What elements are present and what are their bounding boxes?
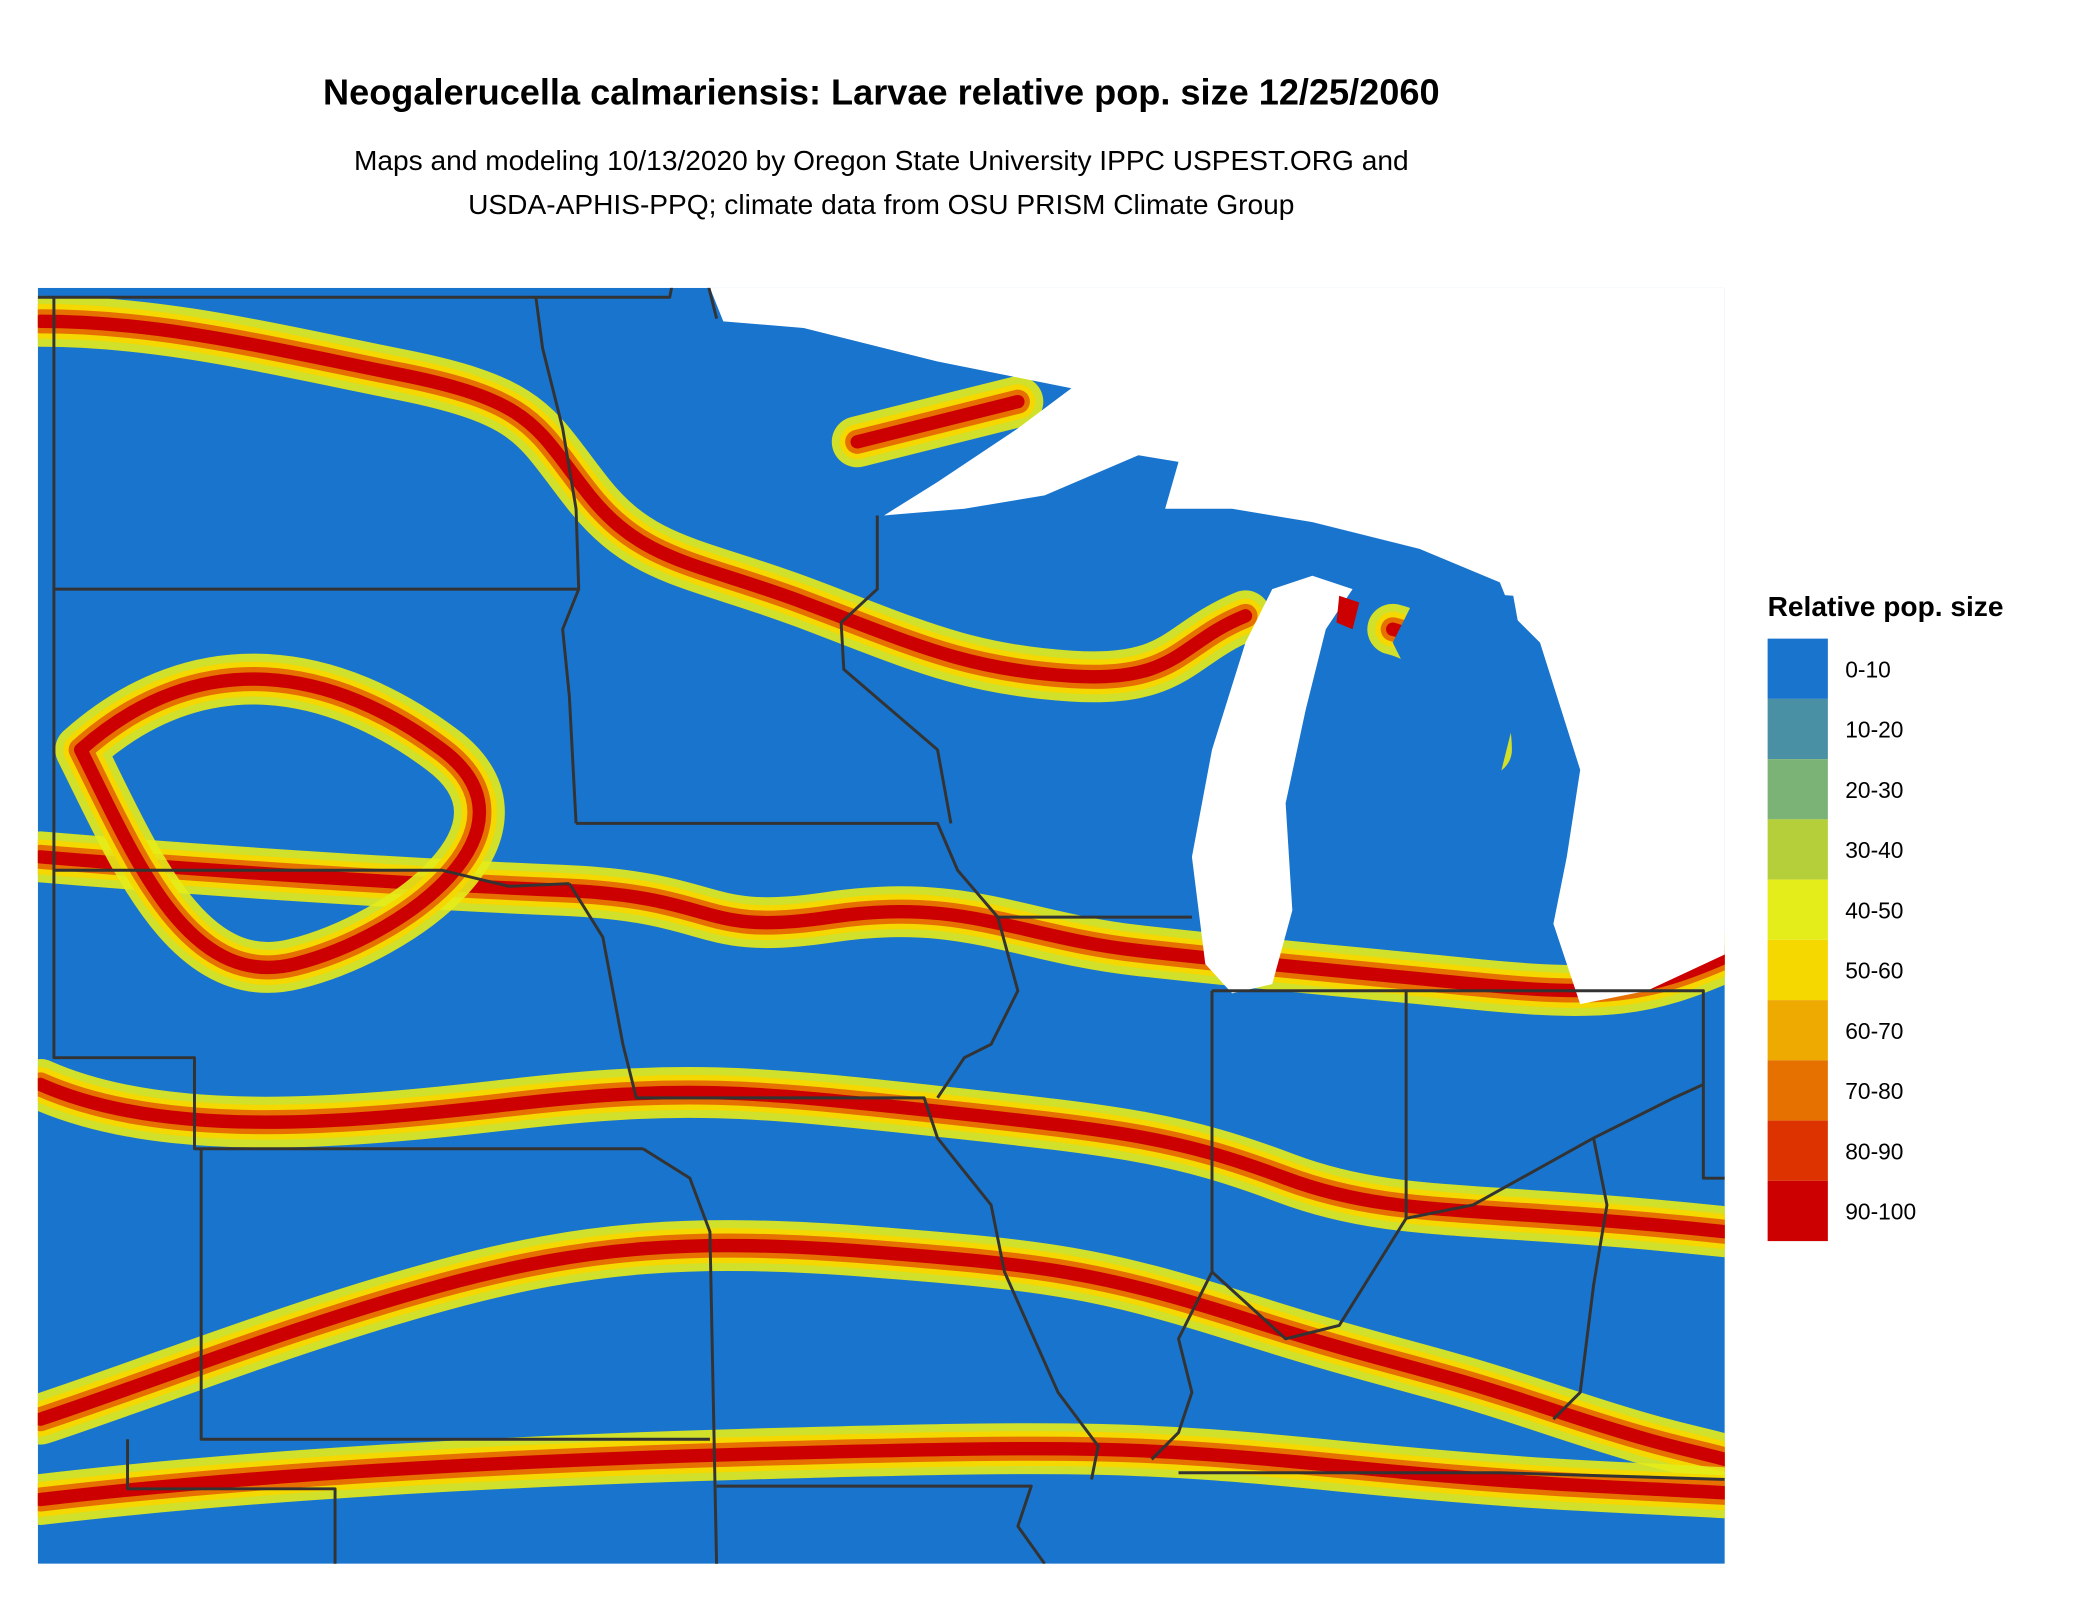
- subtitle: Maps and modeling 10/13/2020 by Oregon S…: [354, 145, 1409, 176]
- legend: 0-10 10-20 20-30 30-40 40-50 50-60 60-70 70-80 8…: [1767, 638, 1916, 1242]
- legend-label: 40-50: [1845, 897, 1903, 923]
- legend-label: 90-100: [1845, 1199, 1916, 1225]
- legend-swatch: [1767, 819, 1828, 880]
- legend-swatch: [1767, 1000, 1828, 1061]
- state-borders: [37, 287, 1725, 1564]
- legend-swatch: [1767, 939, 1828, 1001]
- map: [37, 287, 1725, 1564]
- band: [37, 1077, 1725, 1239]
- legend-swatch: [1767, 698, 1828, 760]
- legend-swatch: [1767, 1120, 1828, 1181]
- legend-swatch: [1767, 1060, 1828, 1121]
- legend-label: 60-70: [1845, 1018, 1903, 1044]
- band: [73, 672, 487, 975]
- legend-label: 0-10: [1845, 656, 1891, 682]
- title: Neogalerucella calmariensis: Larvae rela…: [323, 71, 1439, 112]
- legend-label: 20-30: [1845, 777, 1903, 803]
- legend-swatch: [1767, 759, 1828, 820]
- legend-label: 70-80: [1845, 1078, 1903, 1104]
- band: [37, 1441, 1725, 1507]
- band: [850, 394, 1025, 449]
- band: [37, 1238, 1725, 1467]
- legend-label: 30-40: [1845, 837, 1903, 863]
- island: [1336, 595, 1360, 630]
- legend-label: 50-60: [1845, 958, 1903, 984]
- legend-swatch: [1767, 879, 1828, 940]
- band: [37, 314, 1253, 684]
- population-bands: [37, 295, 1725, 1525]
- legend-label: 10-20: [1845, 717, 1903, 743]
- subtitle: USDA-APHIS-PPQ; climate data from OSU PR…: [468, 189, 1294, 220]
- lower-peninsula-north: [1392, 589, 1527, 804]
- legend-title: Relative pop. size: [1768, 591, 2004, 622]
- outside-area: [709, 287, 1725, 1005]
- lake-michigan: [1191, 575, 1353, 994]
- legend-swatch: [1767, 638, 1828, 699]
- legend-swatch: [1767, 1180, 1828, 1242]
- legend-label: 80-90: [1845, 1138, 1903, 1164]
